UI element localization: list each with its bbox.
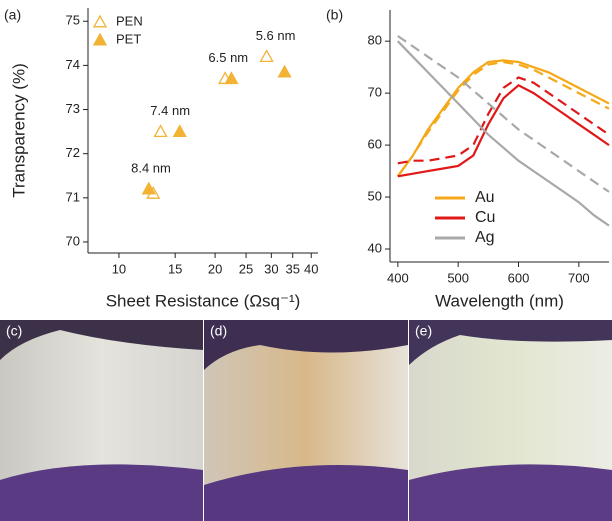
panel-label: (b) <box>326 7 343 23</box>
point <box>224 71 239 85</box>
y-tick-label: 70 <box>368 85 382 100</box>
annotation: 5.6 nm <box>256 28 296 43</box>
x-tick-label: 35 <box>285 261 299 276</box>
legend-label: Ag <box>475 229 495 246</box>
y-tick-label: 80 <box>368 33 382 48</box>
x-tick-label: 15 <box>168 261 182 276</box>
glove <box>409 464 612 521</box>
y-tick-label: 50 <box>368 188 382 203</box>
y-tick-label: 75 <box>66 13 80 28</box>
point <box>277 64 292 78</box>
line <box>397 83 610 178</box>
y-tick-label: 72 <box>66 145 80 160</box>
x-axis-label: Sheet Resistance (Ωsq⁻¹) <box>106 291 301 310</box>
line <box>396 59 610 177</box>
glove <box>204 465 408 521</box>
panel-label: (a) <box>4 7 21 23</box>
point <box>141 181 156 195</box>
panel-label: (d) <box>210 323 227 339</box>
legend-label: PET <box>116 31 141 46</box>
legend-label: Cu <box>475 209 495 226</box>
y-tick-label: 73 <box>66 101 80 116</box>
x-tick-label: 700 <box>568 270 590 285</box>
annotation: 8.4 nm <box>131 160 171 175</box>
x-tick-label: 400 <box>387 270 409 285</box>
x-tick-label: 500 <box>447 270 469 285</box>
annotation: 6.5 nm <box>208 50 248 65</box>
y-tick-label: 70 <box>66 233 80 248</box>
x-tick-label: 40 <box>304 261 318 276</box>
y-tick-label: 60 <box>368 137 382 152</box>
legend-label: Au <box>475 189 495 206</box>
y-tick-label: 74 <box>66 57 80 72</box>
legend-marker <box>92 32 108 46</box>
dashed-line <box>396 60 610 177</box>
dashed-line <box>397 35 610 193</box>
x-tick-label: 20 <box>208 261 222 276</box>
panel-label: (c) <box>6 323 22 339</box>
line <box>397 40 610 227</box>
x-tick-label: 25 <box>239 261 253 276</box>
x-tick-label: 10 <box>112 261 126 276</box>
dashed-line <box>397 76 610 165</box>
panel-label: (e) <box>415 323 432 339</box>
x-tick-label: 30 <box>264 261 278 276</box>
annotation: 7.4 nm <box>150 103 190 118</box>
y-tick-label: 71 <box>66 189 80 204</box>
glove <box>0 464 203 521</box>
photos: (c) (d) (e) <box>0 320 612 521</box>
y-tick-label: 40 <box>368 240 382 255</box>
glove <box>409 320 612 365</box>
legend-marker <box>92 14 108 28</box>
y-axis-label: Transparency (%) <box>9 63 28 197</box>
point <box>259 49 274 63</box>
glove <box>204 320 408 370</box>
point <box>153 124 168 138</box>
x-tick-label: 600 <box>508 270 530 285</box>
point <box>172 124 187 138</box>
glove <box>0 320 203 360</box>
x-axis-label: Wavelength (nm) <box>435 291 564 310</box>
legend-label: PEN <box>116 13 143 28</box>
